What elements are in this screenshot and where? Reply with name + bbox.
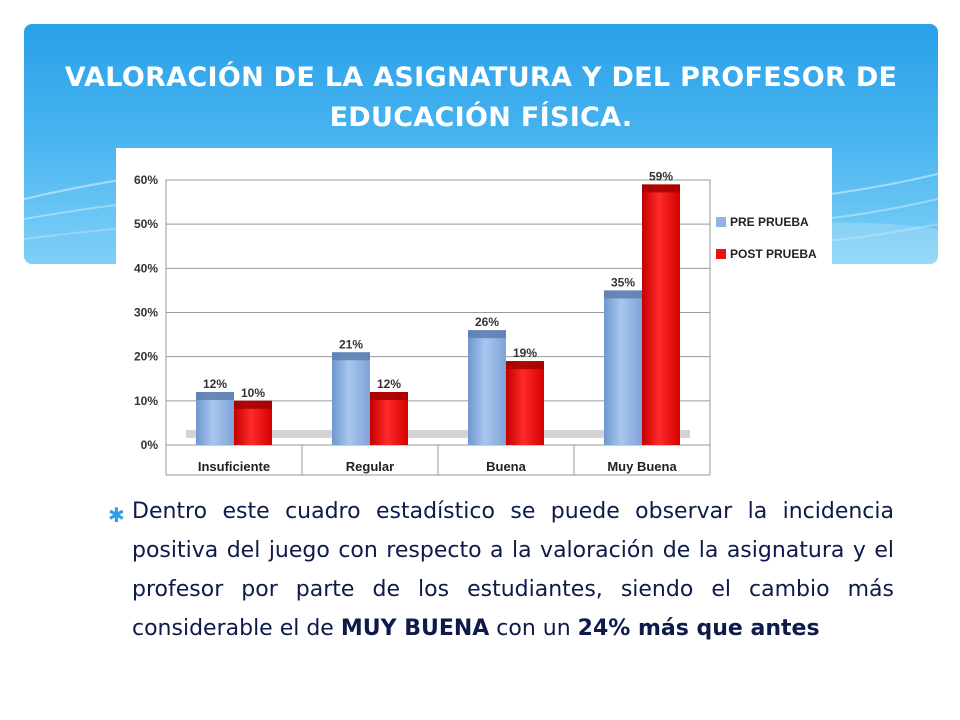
post-bar-cap	[234, 400, 272, 409]
pre-bar	[468, 330, 506, 445]
y-tick-label: 60%	[134, 173, 158, 187]
floor-shadow	[186, 430, 690, 438]
y-tick-label: 50%	[134, 217, 158, 231]
data-label: 35%	[611, 275, 635, 289]
highlight-muy-buena: MUY BUENA	[340, 616, 490, 641]
data-label: 10%	[241, 386, 265, 400]
chart-container: 0% 10% 20% 30% 40% 50% 60% 12% 10% Insuficiente 21…	[116, 148, 832, 484]
legend-swatch	[716, 249, 726, 259]
y-tick-label: 20%	[134, 350, 158, 364]
post-bar-cap	[370, 392, 408, 400]
bar-chart: 0% 10% 20% 30% 40% 50% 60% 12% 10% Insuficiente 21…	[134, 169, 817, 476]
data-label: 19%	[513, 346, 537, 360]
description-paragraph: Dentro este cuadro estadístico se puede …	[132, 492, 894, 648]
legend-label: PRE PRUEBA	[730, 215, 809, 229]
x-tick-label: Regular	[346, 459, 394, 474]
description-block: ✱ Dentro este cuadro estadístico se pued…	[108, 492, 894, 648]
y-tick-label: 30%	[134, 306, 158, 320]
post-bar	[642, 184, 680, 445]
description-text: Dentro este cuadro estadístico se puede …	[132, 499, 894, 641]
pre-bar-cap	[468, 330, 506, 339]
post-bar	[370, 392, 408, 445]
pre-bar	[332, 352, 370, 445]
page-title: VALORACIÓN DE LA ASIGNATURA Y DEL PROFES…	[64, 62, 898, 133]
y-tick-label: 0%	[141, 438, 159, 452]
y-tick-label: 10%	[134, 394, 158, 408]
pre-bar	[196, 392, 234, 445]
data-label: 12%	[203, 377, 227, 391]
pre-bar	[604, 290, 642, 445]
x-tick-label: Buena	[486, 459, 527, 474]
x-tick-label: Insuficiente	[198, 459, 270, 474]
description-text-mid: con un	[489, 616, 578, 641]
post-bar	[506, 361, 544, 445]
data-label: 26%	[475, 315, 499, 329]
post-bar-cap	[642, 184, 680, 193]
pre-bar-cap	[332, 352, 370, 361]
data-label: 59%	[649, 169, 673, 183]
bullet-star-icon: ✱	[108, 503, 125, 527]
data-label: 21%	[339, 337, 363, 351]
data-label: 12%	[377, 377, 401, 391]
highlight-increase: 24% más que antes	[577, 616, 820, 641]
pre-bar-cap	[604, 290, 642, 299]
y-tick-label: 40%	[134, 261, 158, 275]
legend-label: POST PRUEBA	[730, 247, 817, 261]
legend-swatch	[716, 217, 726, 227]
post-bar-cap	[506, 361, 544, 370]
pre-bar-cap	[196, 392, 234, 400]
x-tick-label: Muy Buena	[607, 459, 677, 474]
